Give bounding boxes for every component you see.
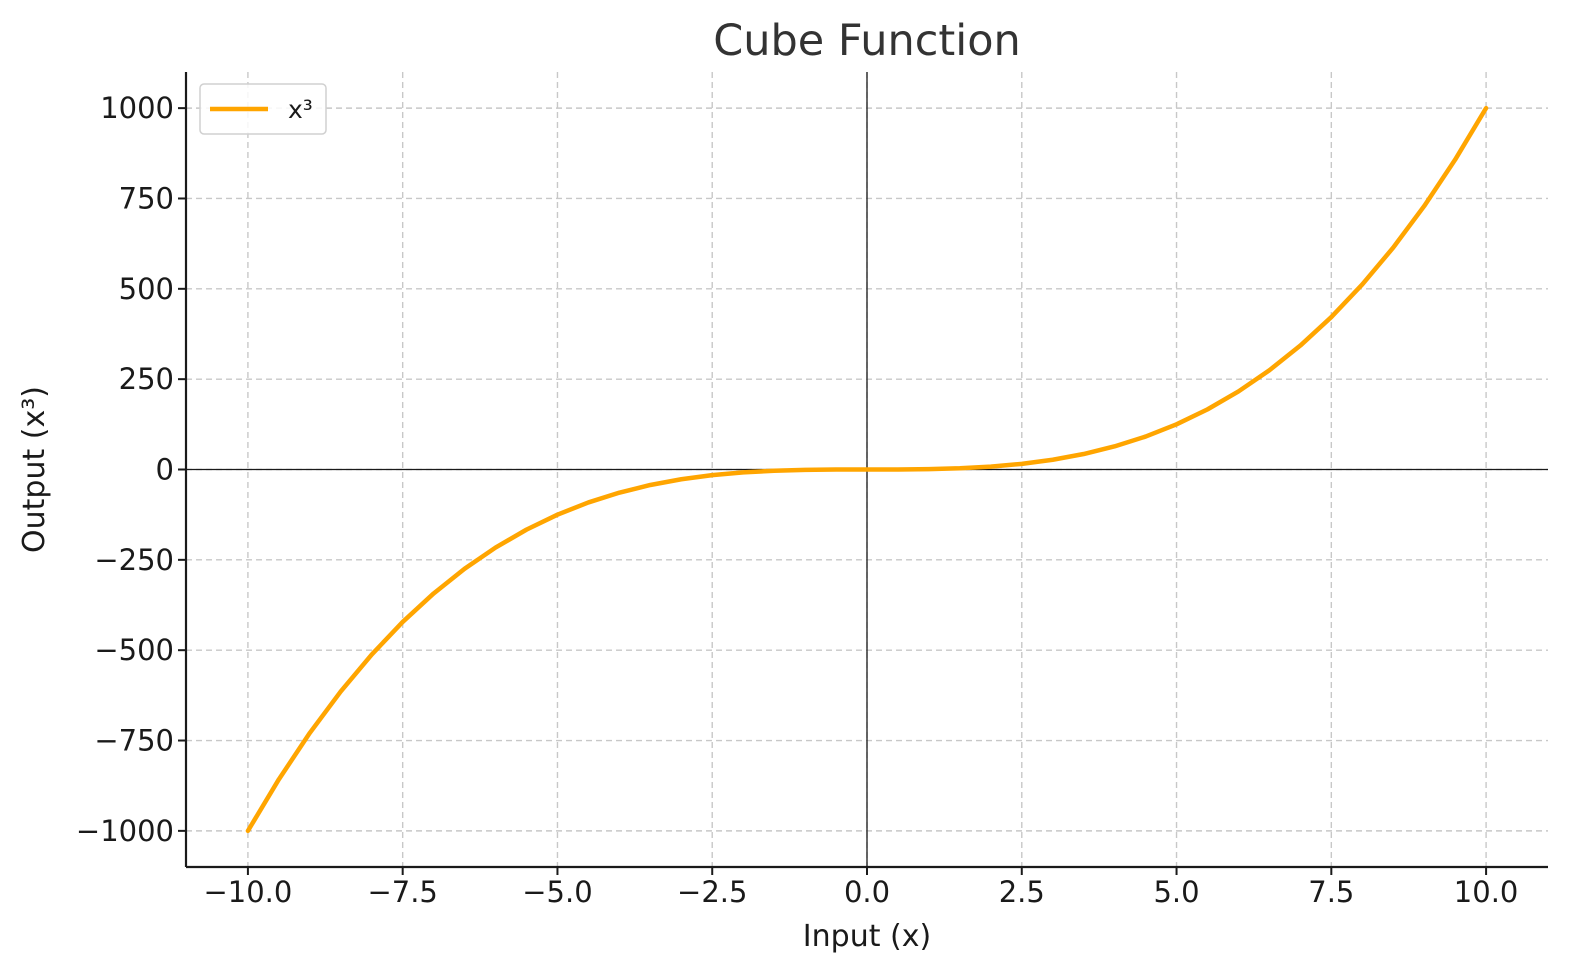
y-tick-label: 0: [156, 453, 174, 487]
legend-label: x³: [288, 95, 313, 124]
x-tick-label: −7.5: [367, 875, 437, 909]
y-tick-label: 500: [119, 272, 174, 306]
x-axis-ticks: −10.0 −7.5 −5.0 −2.5 0.0 2.5 5.0 7.5 10.0: [203, 867, 1518, 909]
series-layer: [245, 105, 1489, 834]
x-axis-label: Input (x): [803, 919, 931, 954]
x-tick-label: 10.0: [1454, 875, 1519, 909]
series-line-cube: [245, 105, 1489, 834]
y-tick-label: 1000: [100, 91, 174, 125]
x-tick-label: 7.5: [1308, 875, 1354, 909]
x-tick-label: 5.0: [1153, 875, 1199, 909]
x-tick-label: 2.5: [999, 875, 1045, 909]
y-tick-label: −500: [94, 633, 174, 667]
y-tick-label: 750: [119, 181, 174, 215]
y-axis-label: Output (x³): [17, 386, 52, 553]
x-tick-label: 0.0: [844, 875, 890, 909]
y-tick-label: 250: [119, 362, 174, 396]
y-axis-ticks: −1000 −750 −500 −250 0 250 500 750 1000: [76, 91, 186, 848]
y-tick-label: −750: [94, 724, 174, 758]
legend: x³: [199, 83, 327, 135]
x-tick-label: −10.0: [203, 875, 292, 909]
chart-title: Cube Function: [713, 16, 1021, 66]
y-tick-label: −1000: [76, 814, 174, 848]
y-tick-label: −250: [94, 543, 174, 577]
x-tick-label: −2.5: [677, 875, 747, 909]
x-tick-label: −5.0: [522, 875, 592, 909]
